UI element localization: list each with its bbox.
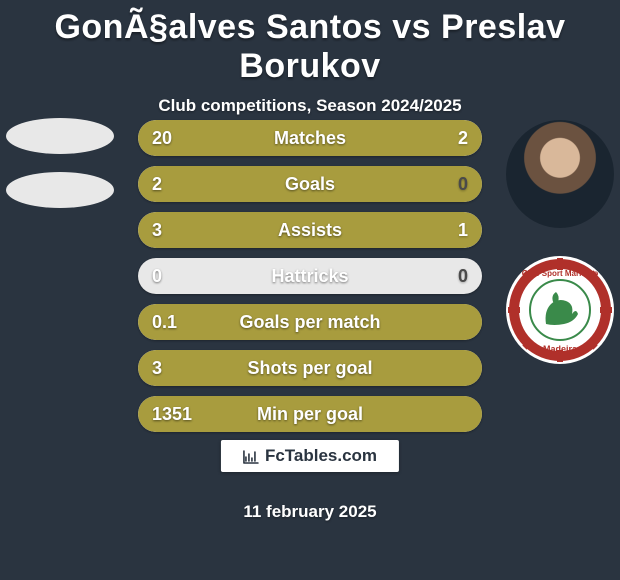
stat-label: Assists bbox=[138, 220, 482, 241]
page-title: GonÃ§alves Santos vs Preslav Borukov bbox=[0, 0, 620, 86]
stat-label: Goals per match bbox=[138, 312, 482, 333]
stat-label: Matches bbox=[138, 128, 482, 149]
stat-row: 31Assists bbox=[138, 212, 482, 248]
stat-label: Goals bbox=[138, 174, 482, 195]
brand-label: FcTables.com bbox=[265, 446, 377, 466]
stat-row: 3Shots per goal bbox=[138, 350, 482, 386]
chart-icon bbox=[243, 449, 259, 463]
left-club-logo bbox=[6, 172, 114, 208]
stat-row: 00Hattricks bbox=[138, 258, 482, 294]
stat-row: 1351Min per goal bbox=[138, 396, 482, 432]
stat-label: Hattricks bbox=[138, 266, 482, 287]
maritimo-logo-icon: Club Sport Maritimo Madeira bbox=[506, 256, 614, 364]
logo-text-top: Club Sport Maritimo bbox=[522, 269, 599, 278]
brand-badge[interactable]: FcTables.com bbox=[221, 440, 399, 472]
right-player-column: Club Sport Maritimo Madeira bbox=[506, 120, 614, 392]
stats-bars: 202Matches 20Goals 31Assists 00Hattricks 0.1… bbox=[138, 120, 482, 442]
right-player-avatar bbox=[506, 120, 614, 228]
footer-date: 11 february 2025 bbox=[0, 502, 620, 522]
left-player-column bbox=[6, 118, 114, 226]
logo-text-bottom: Madeira bbox=[543, 344, 578, 354]
stat-label: Min per goal bbox=[138, 404, 482, 425]
stat-row: 202Matches bbox=[138, 120, 482, 156]
stat-label: Shots per goal bbox=[138, 358, 482, 379]
right-club-logo: Club Sport Maritimo Madeira bbox=[506, 256, 614, 364]
comparison-card: GonÃ§alves Santos vs Preslav Borukov Clu… bbox=[0, 0, 620, 580]
left-player-avatar bbox=[6, 118, 114, 154]
stat-row: 20Goals bbox=[138, 166, 482, 202]
stat-row: 0.1Goals per match bbox=[138, 304, 482, 340]
subtitle: Club competitions, Season 2024/2025 bbox=[0, 96, 620, 116]
